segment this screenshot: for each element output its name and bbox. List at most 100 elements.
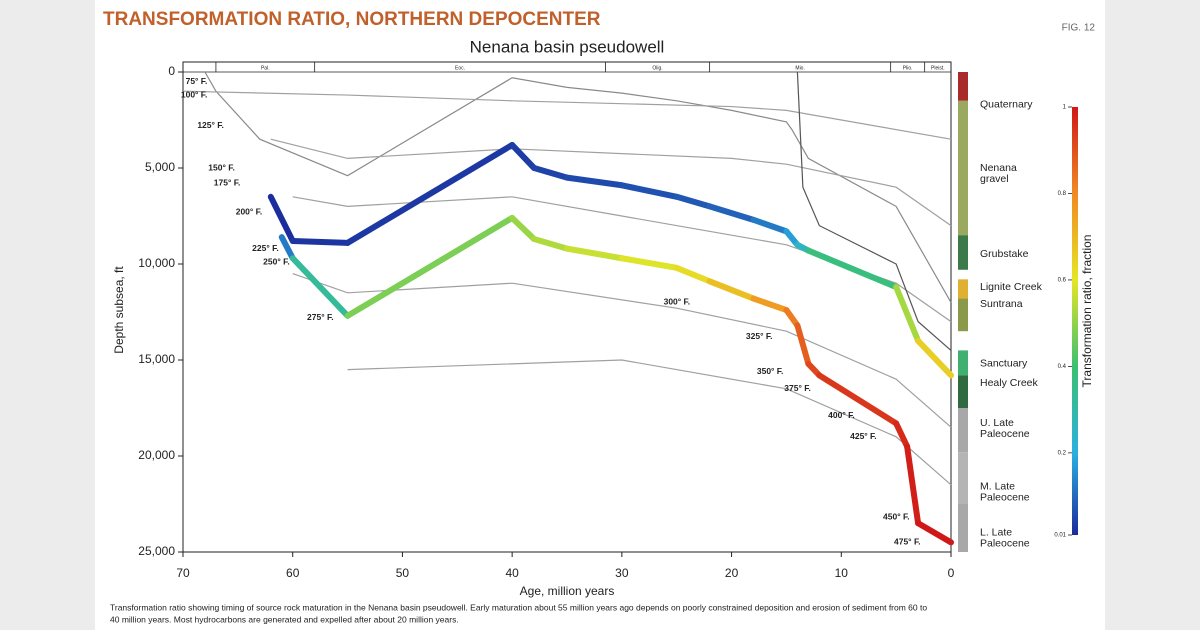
maturation-segment: [344, 214, 516, 319]
y-tick-label: 5,000: [145, 160, 175, 174]
formation-label: Healy Creek: [980, 377, 1039, 389]
temperature-label: 200° F.: [236, 206, 263, 216]
maturation-segment: [267, 193, 296, 244]
x-tick-label: 0: [948, 566, 955, 580]
y-axis-label: Depth subsea, ft: [112, 266, 126, 354]
epoch-label: Pal.: [261, 65, 270, 71]
maturation-segment: [564, 245, 625, 262]
x-tick-label: 30: [615, 566, 629, 580]
formation-label: M. Late: [980, 481, 1015, 493]
maturation-segment: [289, 255, 351, 319]
maturation-segment: [706, 278, 757, 302]
plot-frame: [182, 61, 952, 553]
temperature-label: 475° F.: [894, 537, 921, 547]
maturation-segment: [564, 174, 625, 189]
maturation-segment: [531, 165, 570, 181]
formation-label: U. Late: [980, 417, 1014, 429]
maturation-segment: [618, 255, 680, 271]
epoch-label: Plio.: [903, 65, 913, 71]
colorbar-tick-label: 0.4: [1058, 364, 1067, 370]
formation-block: [958, 235, 968, 270]
x-tick-label: 20: [725, 566, 739, 580]
isotherm-line: [182, 90, 952, 140]
epoch-label: Olig.: [652, 65, 662, 71]
maturation-segment: [618, 182, 680, 200]
temperature-label: 100° F.: [181, 89, 208, 99]
formation-label: Paleocene: [980, 428, 1030, 440]
maturation-segment: [783, 307, 801, 329]
temperature-label: 450° F.: [883, 512, 910, 522]
maturation-segment: [289, 237, 351, 246]
formation-label: Nenana: [980, 162, 1017, 174]
x-axis-label: Age, million years: [520, 584, 615, 598]
colorbar-tick-label: 0.8: [1058, 191, 1067, 197]
x-tick-label: 50: [396, 566, 410, 580]
maturation-segment: [904, 443, 922, 527]
y-tick-label: 25,000: [138, 544, 175, 558]
maturation-segment: [509, 214, 538, 243]
formation-block: [958, 100, 968, 236]
epoch-label: Mio.: [795, 65, 804, 71]
isotherm-line: [796, 71, 952, 351]
formation-block: [958, 452, 968, 504]
plot-area: [182, 71, 954, 546]
formation-label: Paleocene: [980, 492, 1030, 504]
temperature-label: 425° F.: [850, 431, 877, 441]
maturation-segment: [673, 193, 713, 210]
epoch-label: Eoc.: [455, 65, 465, 71]
temperature-label: 325° F.: [746, 331, 773, 341]
maturation-segment: [344, 141, 516, 246]
temperature-label: 150° F.: [208, 162, 235, 172]
colorbar-label: Transformation ratio, fraction: [1080, 235, 1094, 388]
formation-label: L. Late: [980, 527, 1012, 539]
maturation-segment: [805, 247, 900, 291]
isotherm-line: [292, 273, 952, 428]
temperature-label: 175° F.: [214, 178, 241, 188]
temperature-label: 400° F.: [828, 410, 855, 420]
temperature-label: 125° F.: [197, 120, 224, 130]
formation-block: [958, 375, 968, 408]
isotherm-line: [347, 359, 952, 486]
formation-block: [958, 408, 968, 453]
y-tick-label: 20,000: [138, 448, 175, 462]
maturation-segment: [750, 295, 790, 314]
formation-label: Quaternary: [980, 98, 1033, 110]
x-tick-label: 70: [176, 566, 190, 580]
temperature-label: 300° F.: [664, 297, 691, 307]
panel: [95, 0, 1105, 630]
maturation-segment: [531, 236, 570, 252]
temperature-label: 250° F.: [263, 256, 290, 266]
maturation-segment: [915, 337, 954, 379]
formation-block: [958, 279, 968, 299]
maturation-segment: [893, 284, 922, 344]
x-tick-label: 60: [286, 566, 300, 580]
colorbar: [1072, 107, 1078, 535]
maturation-segment: [750, 216, 790, 235]
maturation-segment: [509, 141, 538, 171]
formation-label: gravel: [980, 173, 1009, 185]
figure-title: TRANSFORMATION RATIO, NORTHERN DEPOCENTE…: [103, 9, 601, 30]
chart-title: Nenana basin pseudowell: [470, 37, 665, 56]
isotherm-line: [204, 71, 952, 303]
x-tick-label: 40: [505, 566, 519, 580]
temperature-label: 275° F.: [307, 312, 334, 322]
formation-label: Paleocene: [980, 538, 1030, 550]
formation-label: Grubstake: [980, 248, 1029, 260]
formation-block: [958, 504, 968, 552]
caption-line: 40 million years. Most hydrocarbons are …: [110, 614, 459, 624]
maturation-segment: [706, 203, 757, 223]
y-tick-label: 0: [168, 64, 175, 78]
maturation-segment: [915, 520, 954, 546]
temperature-label: 75° F.: [186, 76, 208, 86]
formation-label: Lignite Creek: [980, 281, 1043, 293]
temperature-label: 225° F.: [252, 243, 279, 253]
maturation-segment: [673, 264, 713, 285]
figure-number: FIG. 12: [1062, 23, 1096, 34]
maturation-segment: [278, 234, 296, 262]
epoch-label: Pleist.: [931, 65, 945, 71]
x-tick-label: 10: [835, 566, 849, 580]
maturation-segment: [816, 372, 900, 427]
formation-label: Sanctuary: [980, 358, 1028, 370]
